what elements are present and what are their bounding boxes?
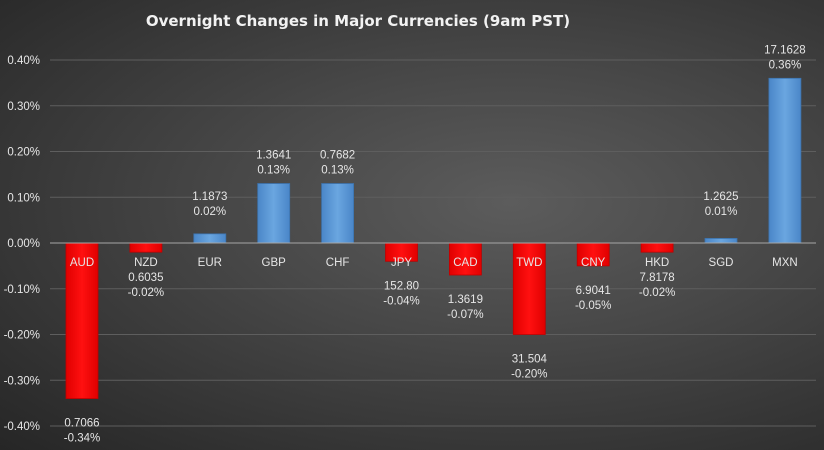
value-label: 0.13% bbox=[321, 165, 354, 177]
y-tick-label: 0.30% bbox=[7, 101, 40, 113]
rate-label: 17.1628 bbox=[764, 44, 806, 56]
value-label: 0.13% bbox=[257, 165, 290, 177]
bar-cad bbox=[448, 242, 482, 276]
rate-label: 31.504 bbox=[512, 354, 548, 366]
rate-label: 1.3641 bbox=[256, 150, 291, 162]
x-category-label: CAD bbox=[453, 257, 477, 269]
bar-gbp bbox=[257, 183, 291, 244]
y-tick-label: 0.00% bbox=[7, 238, 40, 250]
y-tick-label: 0.10% bbox=[7, 192, 40, 204]
y-tick-label: -0.20% bbox=[4, 330, 40, 342]
rate-label: 1.2625 bbox=[703, 191, 738, 203]
value-label: -0.04% bbox=[383, 295, 419, 307]
value-label: 0.02% bbox=[193, 206, 226, 218]
chart-title: Overnight Changes in Major Currencies (9… bbox=[146, 12, 570, 30]
value-label: -0.02% bbox=[128, 287, 164, 299]
rate-label: 152.80 bbox=[384, 280, 419, 292]
value-label: 0.01% bbox=[705, 206, 738, 218]
y-tick-label: -0.30% bbox=[4, 375, 40, 387]
rate-label: 0.6035 bbox=[128, 272, 163, 284]
value-label: -0.07% bbox=[447, 309, 483, 321]
rate-label: 1.1873 bbox=[192, 191, 227, 203]
x-category-label: NZD bbox=[134, 257, 158, 269]
gridlines bbox=[50, 59, 816, 427]
x-category-label: SGD bbox=[709, 257, 734, 269]
value-label: -0.05% bbox=[575, 300, 611, 312]
rate-label: 6.9041 bbox=[576, 285, 611, 297]
value-label: -0.34% bbox=[64, 433, 100, 445]
rate-label: 1.3619 bbox=[448, 294, 483, 306]
x-category-label: TWD bbox=[516, 257, 542, 269]
value-label: -0.20% bbox=[511, 369, 547, 381]
x-category-label: AUD bbox=[70, 257, 94, 269]
rate-label: 7.8178 bbox=[640, 272, 675, 284]
value-label: -0.02% bbox=[639, 287, 675, 299]
y-tick-label: 0.40% bbox=[7, 55, 40, 67]
y-tick-label: -0.40% bbox=[4, 421, 40, 433]
bar-chf bbox=[321, 183, 355, 244]
x-category-label: CNY bbox=[581, 257, 606, 269]
bar-twd bbox=[512, 242, 546, 335]
bar-aud bbox=[65, 242, 99, 399]
y-tick-label: 0.20% bbox=[7, 147, 40, 159]
x-category-label: CHF bbox=[326, 257, 350, 269]
bars bbox=[50, 77, 816, 399]
y-tick-label: -0.10% bbox=[4, 284, 40, 296]
bar-mxn bbox=[768, 77, 802, 244]
x-category-label: GBP bbox=[262, 257, 287, 269]
bar-nzd bbox=[129, 242, 163, 253]
bar-hkd bbox=[640, 242, 674, 253]
rate-label: 0.7066 bbox=[64, 418, 99, 430]
x-category-label: EUR bbox=[198, 257, 222, 269]
bar-eur bbox=[193, 233, 227, 244]
bar-sgd bbox=[704, 238, 738, 244]
x-category-label: HKD bbox=[645, 257, 669, 269]
x-category-label: MXN bbox=[772, 257, 798, 269]
value-label: 0.36% bbox=[769, 59, 802, 71]
labels: 0.40% 0.30% 0.20% 0.10% 0.00% -0.10% -0.20% -0.… bbox=[4, 44, 806, 444]
x-category-label: JPY bbox=[391, 257, 412, 269]
rate-label: 0.7682 bbox=[320, 150, 355, 162]
